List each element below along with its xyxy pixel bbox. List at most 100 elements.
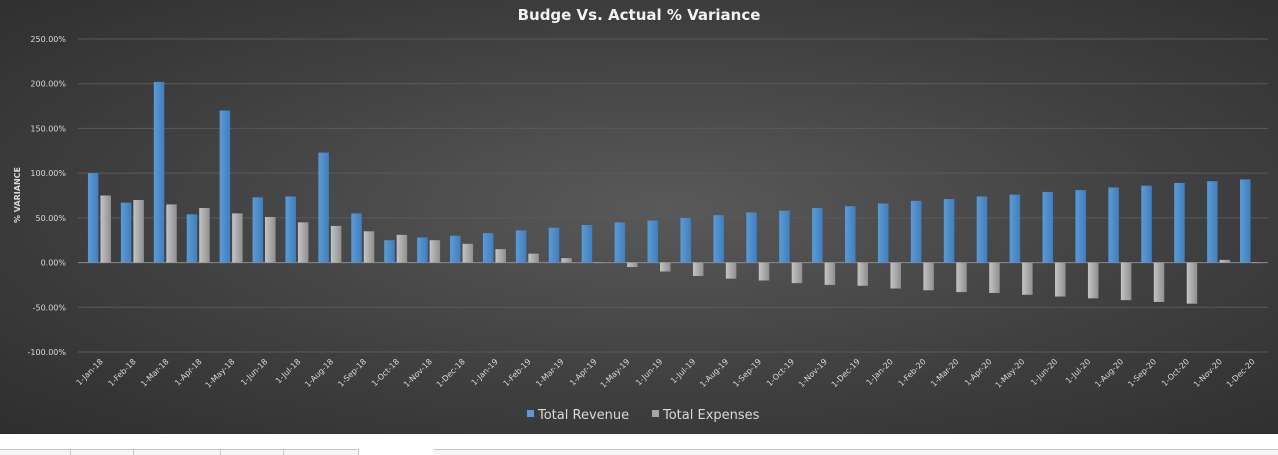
bar-total-revenue (515, 230, 527, 263)
bar-total-revenue (877, 203, 889, 263)
bar-total-revenue (87, 173, 99, 263)
legend: Total Revenue Total Expenses (527, 408, 760, 423)
y-tick-label: 150.00% (30, 124, 66, 133)
bar-total-expenses (660, 262, 671, 272)
x-tick-label: 1-Jul-20 (1064, 357, 1092, 385)
bar-total-revenue (680, 217, 691, 263)
sheet-strip-cell (434, 449, 1278, 455)
bar-total-expenses (1022, 262, 1033, 295)
bar-total-revenue (318, 152, 329, 263)
bar-total-expenses (396, 234, 408, 263)
bar-total-expenses (297, 222, 309, 263)
bar-total-revenue (1240, 179, 1251, 263)
x-tick-label: 1-Feb-20 (897, 357, 928, 388)
bar-total-expenses (100, 195, 111, 263)
bar-total-expenses (1120, 262, 1132, 301)
x-tick-label: 1-Feb-18 (107, 357, 138, 388)
bar-total-expenses (725, 262, 737, 279)
y-tick-label: -50.00% (33, 303, 67, 312)
x-tick-label: 1-Mar-18 (139, 357, 171, 389)
sheet-strip-cell (284, 449, 359, 455)
x-tick-label: 1-Oct-19 (765, 357, 796, 388)
bar-total-expenses (133, 199, 144, 263)
bar-total-expenses (462, 243, 474, 263)
bar-total-expenses (265, 216, 276, 263)
bar-total-revenue (713, 215, 724, 263)
x-axis-ticks: 1-Jan-18 1-Feb-18 1-Mar-18 1-Apr-18 1-May-18… (75, 357, 1257, 390)
gridlines (78, 38, 1268, 353)
bar-total-expenses (1087, 262, 1099, 299)
bar-total-revenue (1009, 194, 1021, 263)
y-tick-label: 200.00% (30, 80, 66, 89)
bar-total-expenses (199, 208, 210, 263)
bar-total-revenue (351, 213, 362, 263)
bar-total-revenue (285, 196, 296, 263)
x-tick-label: 1-Oct-20 (1160, 357, 1191, 388)
y-axis-label: % VARIANCE (13, 167, 22, 223)
bar-total-revenue (1042, 191, 1054, 263)
bar-total-revenue (186, 214, 198, 263)
bar-total-expenses (1252, 262, 1264, 264)
bar-total-expenses (692, 262, 704, 276)
y-tick-label: -100.00% (28, 348, 67, 357)
bar-total-revenue (548, 227, 560, 263)
legend-swatch-expenses (652, 410, 659, 417)
x-tick-label: 1-Jun-19 (634, 357, 664, 387)
bar-total-expenses (791, 262, 803, 284)
bar-total-revenue (1108, 187, 1119, 263)
bar-total-revenue (450, 235, 461, 263)
x-tick-label: 1-Aug-18 (303, 357, 335, 389)
bar-total-expenses (330, 225, 342, 263)
x-tick-label: 1-Feb-19 (502, 357, 533, 388)
bar-total-revenue (252, 197, 264, 263)
y-tick-label: 50.00% (35, 214, 66, 223)
y-axis-ticks: 250.00% 200.00% 150.00% 100.00% 50.00% 0.00% -… (28, 35, 67, 357)
bar-total-expenses (1153, 262, 1165, 302)
bar-total-revenue (219, 110, 231, 263)
chart-title: Budge Vs. Actual % Variance (518, 6, 761, 24)
bar-total-expenses (1219, 259, 1231, 263)
bar-total-revenue (384, 240, 395, 263)
x-tick-label: 1-Jan-19 (470, 357, 500, 387)
bar-total-revenue (614, 222, 626, 263)
bar-total-expenses (627, 262, 638, 268)
x-tick-label: 1-Mar-20 (929, 357, 961, 389)
bar-total-expenses (528, 253, 539, 263)
bar-total-expenses (1186, 262, 1198, 304)
x-tick-label: 1-Jul-18 (274, 357, 302, 385)
legend-label-revenue: Total Revenue (537, 408, 629, 423)
legend-label-expenses: Total Expenses (662, 408, 760, 423)
y-tick-label: 0.00% (41, 259, 67, 268)
bar-total-expenses (363, 231, 375, 263)
variance-bar-chart: Budge Vs. Actual % Variance % VARIANCE 2… (13, 6, 1268, 423)
chart-area: Budge Vs. Actual % Variance % VARIANCE 2… (0, 0, 1278, 434)
x-tick-label: 1-Sep-19 (731, 357, 763, 389)
bar-total-expenses (956, 262, 967, 293)
x-tick-label: 1-Jan-20 (865, 357, 895, 387)
x-tick-label: 1-Apr-20 (963, 357, 994, 388)
x-tick-label: 1-Dec-18 (435, 357, 467, 389)
x-tick-label: 1-Nov-20 (1192, 357, 1224, 389)
bar-total-revenue (746, 212, 757, 263)
bar-total-expenses (1055, 262, 1066, 297)
x-tick-label: 1-May-19 (599, 357, 632, 390)
bar-total-expenses (890, 262, 901, 289)
bar-total-expenses (989, 262, 1000, 293)
bar-total-revenue (976, 196, 988, 263)
bar-total-expenses (594, 262, 605, 264)
x-tick-label: 1-Nov-18 (402, 357, 434, 389)
bar-total-revenue (1174, 182, 1185, 263)
bar-total-expenses (429, 240, 441, 263)
x-tick-label: 1-Nov-19 (797, 357, 829, 389)
bar-total-expenses (857, 262, 869, 286)
bar-total-revenue (1207, 181, 1218, 263)
bar-total-revenue (153, 81, 165, 263)
x-tick-label: 1-Mar-19 (534, 357, 566, 389)
x-tick-label: 1-Jul-19 (669, 357, 697, 385)
x-tick-label: 1-Dec-20 (1225, 357, 1257, 389)
x-tick-label: 1-Sep-20 (1126, 357, 1158, 389)
sheet-strip-cell (0, 449, 71, 455)
bar-total-revenue (1141, 185, 1152, 263)
bar-total-revenue (910, 200, 922, 263)
x-tick-label: 1-Aug-20 (1093, 357, 1125, 389)
